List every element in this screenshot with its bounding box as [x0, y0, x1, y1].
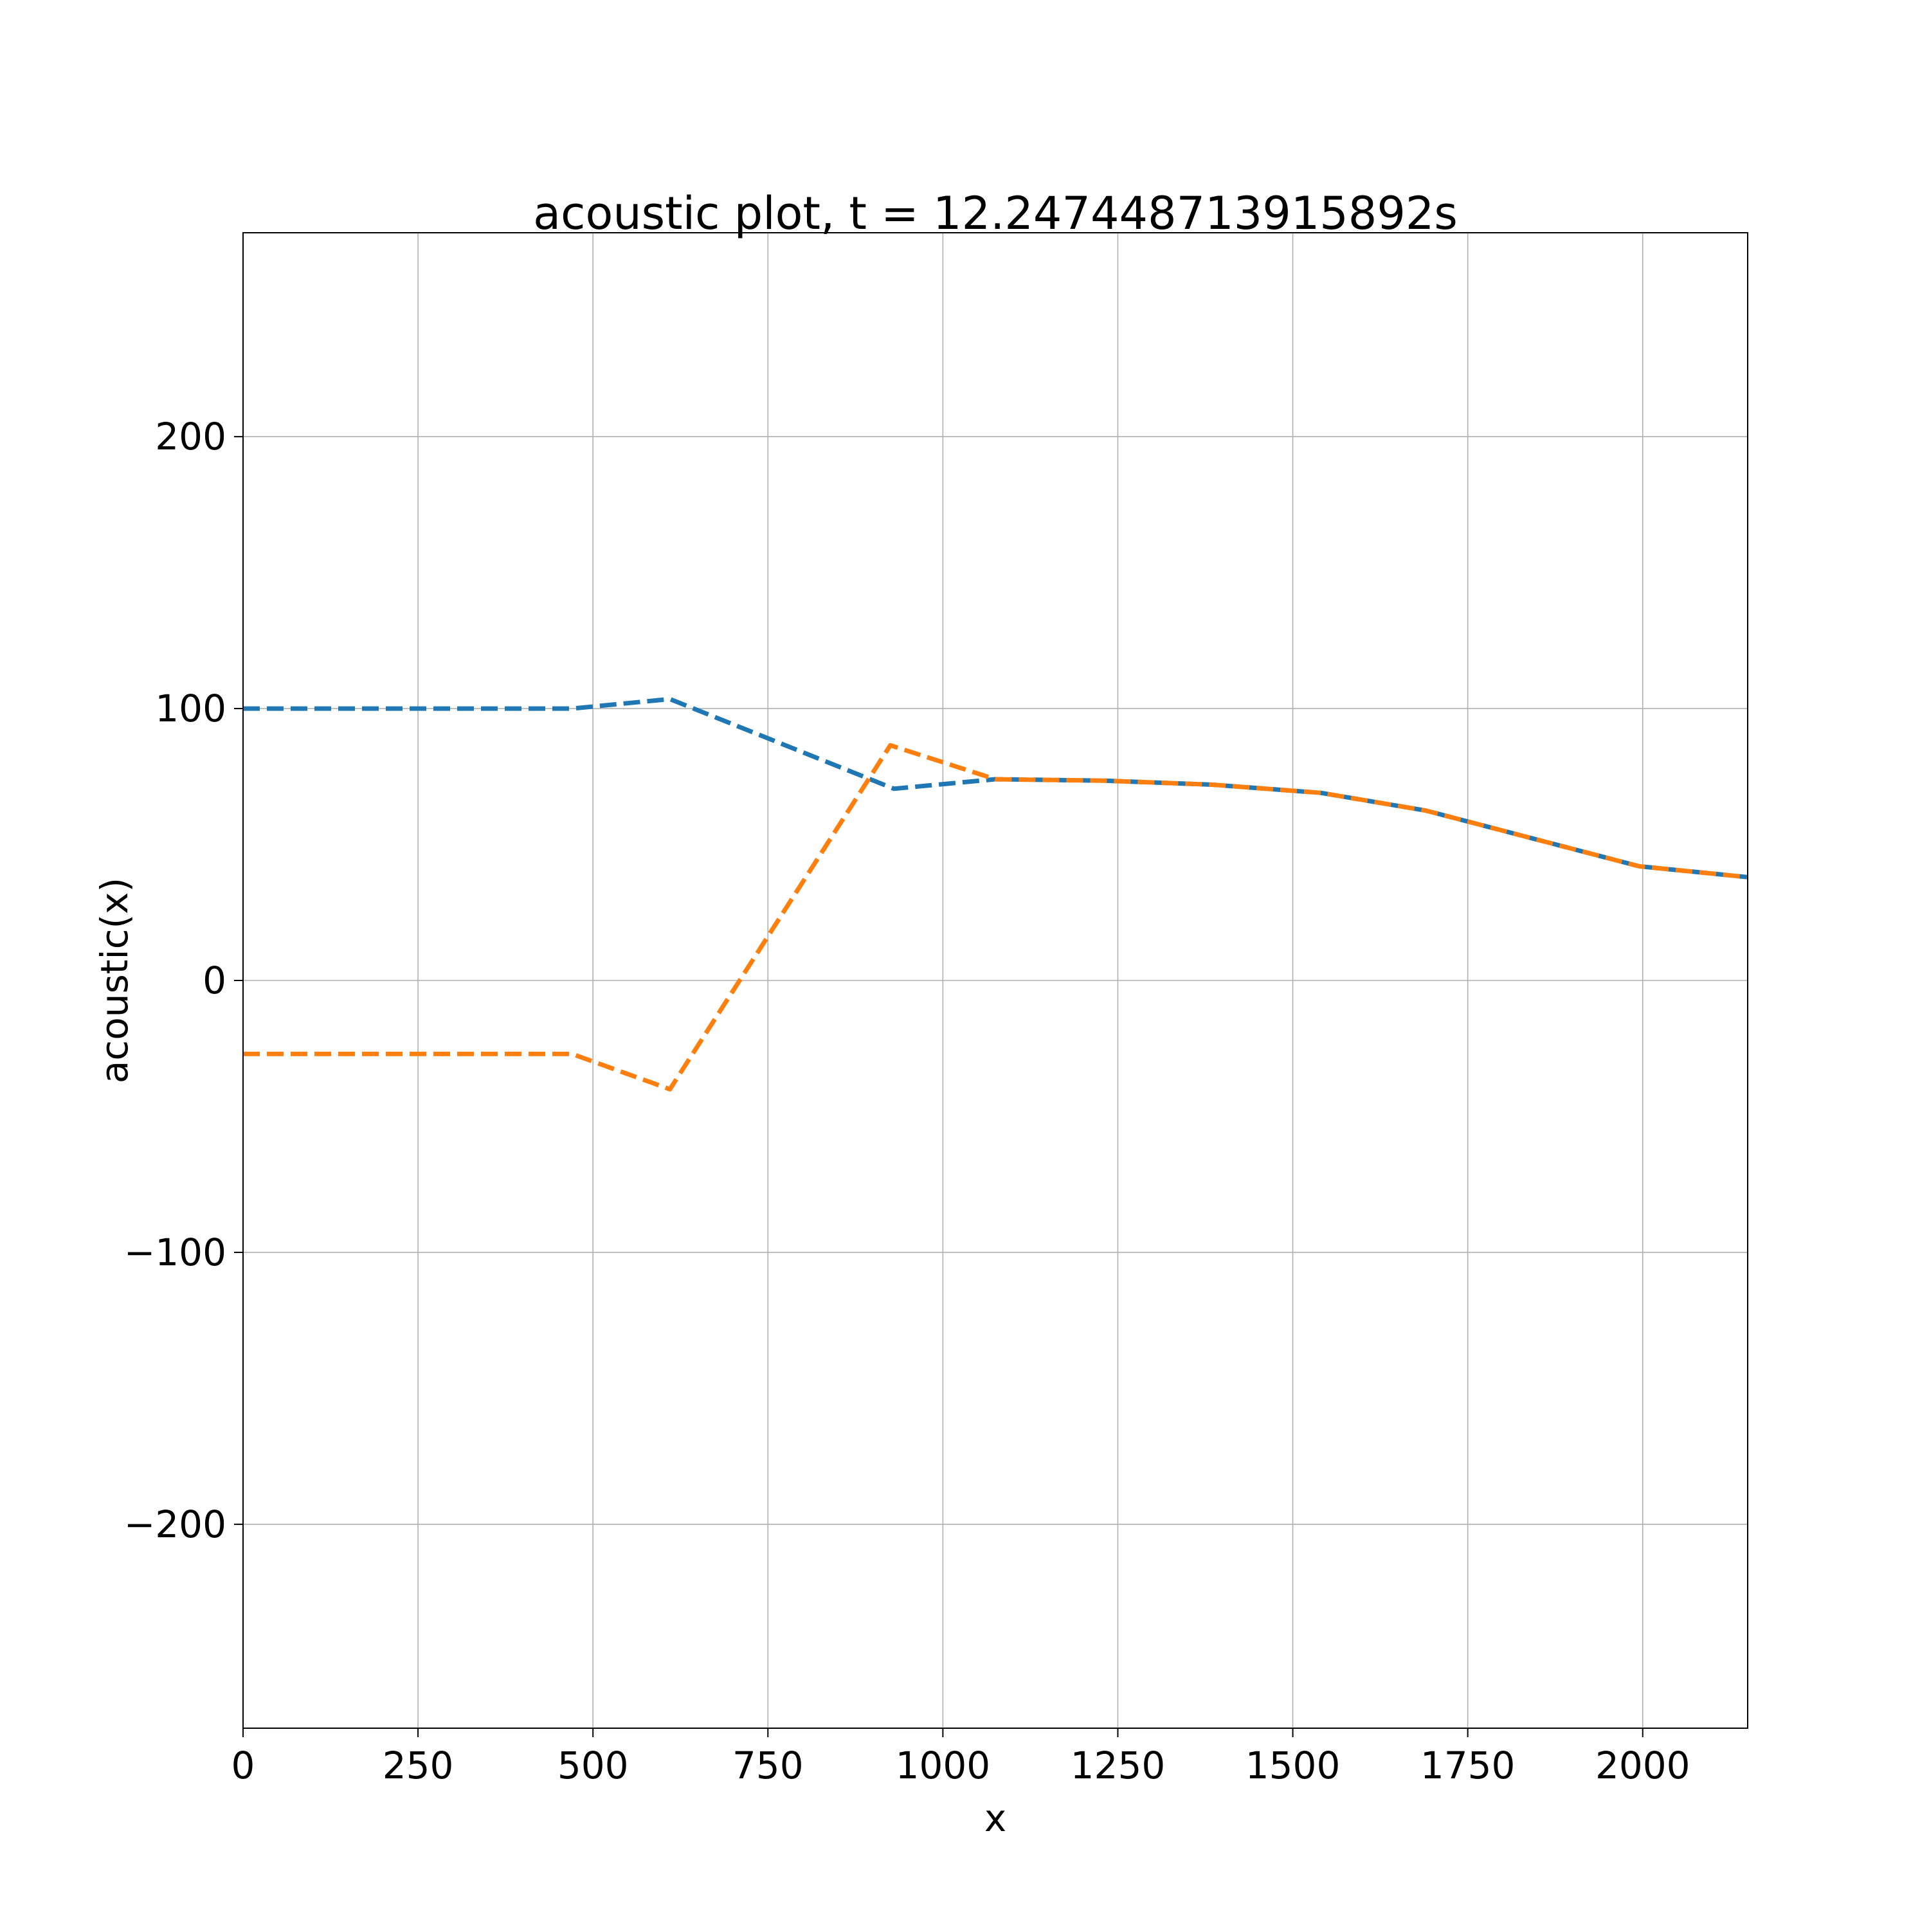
y-tick-label: −200: [124, 1503, 226, 1546]
y-tick-label: −100: [124, 1231, 226, 1274]
x-tick-label: 500: [557, 1744, 629, 1787]
y-tick-label: 100: [155, 687, 226, 730]
x-tick-label: 1750: [1420, 1744, 1516, 1787]
y-tick-label: 200: [155, 415, 226, 458]
x-tick-label: 0: [231, 1744, 255, 1787]
x-tick-label: 750: [732, 1744, 804, 1787]
series-line-2: [243, 743, 1748, 1092]
x-tick-label: 1250: [1071, 1744, 1166, 1787]
x-tick-label: 2000: [1595, 1744, 1690, 1787]
chart-title: acoustic plot, t = 12.247448713915892s: [533, 187, 1458, 240]
x-tick-label: 1500: [1245, 1744, 1341, 1787]
y-tick-label: 0: [203, 959, 226, 1002]
y-tick-layer: −200 −100 0 100 200: [124, 415, 243, 1546]
x-axis-label: x: [984, 1796, 1006, 1840]
series-line-1: [243, 696, 1748, 880]
x-tick-label: 250: [383, 1744, 454, 1787]
series-layer: [243, 696, 1748, 1092]
x-tick-label: 1000: [896, 1744, 991, 1787]
y-axis-label: acoustic(x): [93, 878, 136, 1083]
x-tick-layer: 0 250 500 750 1000 1250 1500 1750 2000: [231, 1728, 1690, 1787]
grid-layer: [242, 233, 1748, 1728]
